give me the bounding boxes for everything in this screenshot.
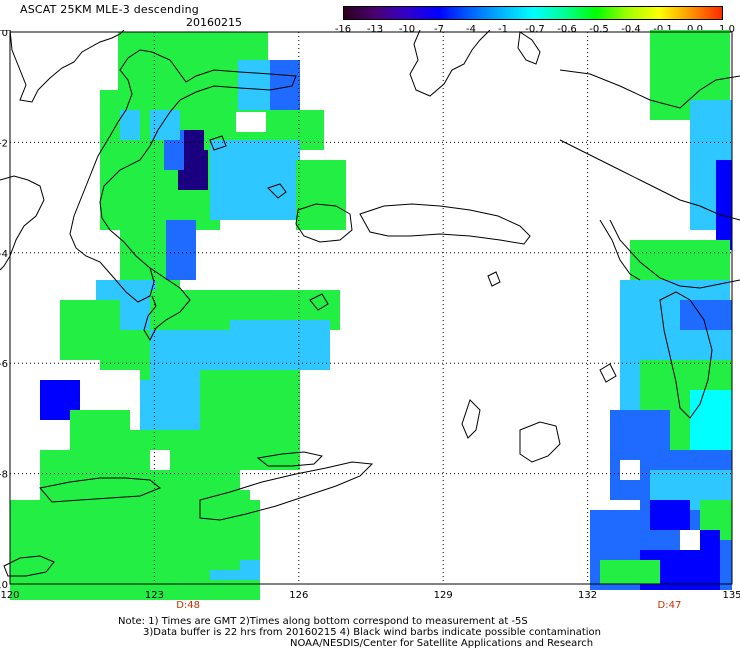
- coastline-flores: [39, 477, 161, 503]
- coastline-borneo: [0, 29, 125, 103]
- latitude-label: -2: [0, 138, 8, 149]
- pass-time-label: D:48: [176, 600, 200, 610]
- coastline-sumba: [3, 555, 55, 577]
- color-scale-label: -0.1: [653, 24, 673, 35]
- scatterometer-swaths: [10, 30, 732, 600]
- coastline-islet-3: [309, 293, 329, 311]
- coastline-kai: [461, 399, 481, 439]
- wind-swath-cell: [700, 410, 720, 430]
- latitude-label: -8: [0, 470, 8, 481]
- coastline-seram: [359, 203, 531, 245]
- map-panel: 120 123 126 129 132 135 0 -2 -4 -6 -8 -10 D:48 D:47: [0, 28, 740, 614]
- coastline-tanimbar: [519, 421, 561, 463]
- longitude-label: 135: [722, 590, 740, 601]
- coastlines: [0, 29, 740, 577]
- color-scale-label: -0.4: [621, 24, 641, 35]
- color-scale-label: -16: [334, 24, 352, 35]
- wind-swath-cell: [40, 530, 50, 540]
- swath-gap: [620, 460, 640, 480]
- coastline-timor: [199, 461, 374, 521]
- longitude-label: 129: [434, 590, 453, 601]
- wind-swath-cell: [166, 220, 196, 280]
- coastline-buru: [295, 203, 353, 243]
- wind-swath-cell: [270, 60, 300, 110]
- wind-swath-cell: [210, 140, 300, 220]
- color-scale-label: -1: [498, 24, 508, 35]
- color-scale-label: -0.5: [589, 24, 609, 35]
- coastline-aru: [659, 291, 713, 419]
- note-line-3: NOAA/NESDIS/Center for Satellite Applica…: [290, 638, 594, 649]
- swath-gap: [680, 530, 700, 550]
- longitude-label: 126: [289, 590, 308, 601]
- product-title: ASCAT 25KM MLE-3 descending: [20, 3, 199, 16]
- coastline-papua-south: [609, 219, 740, 289]
- wind-swath-cell: [600, 560, 660, 584]
- coastline-islet-2: [209, 135, 227, 151]
- coastline-sulawesi-southeast: [143, 267, 191, 342]
- coastline-wetar: [256, 451, 323, 467]
- longitude-label: 123: [145, 590, 164, 601]
- wind-swath-cell: [296, 160, 346, 230]
- color-scale-bar: [343, 6, 723, 20]
- axis-labels: 120 123 126 129 132 135 0 -2 -4 -6 -8 -10 D:48 D:47: [0, 28, 740, 611]
- longitude-label: 120: [0, 590, 19, 601]
- color-scale-labels: -16 -13 -10 -7 -4 -1 -0.7 -0.6 -0.5 -0.4 -0.1 0.0 1.…: [330, 24, 740, 38]
- pass-time-label: D:47: [658, 600, 682, 610]
- color-scale-label: -4: [466, 24, 476, 35]
- color-scale-label: -0.7: [525, 24, 545, 35]
- latitude-label: -4: [0, 249, 8, 260]
- coastline-islet-4: [599, 363, 617, 383]
- latitude-label: -10: [0, 580, 8, 591]
- color-scale-label: -7: [434, 24, 444, 35]
- coastline-sulawesi: [69, 49, 297, 303]
- product-date: 20160215: [186, 16, 242, 29]
- swath-gap: [236, 112, 266, 132]
- coastline-islet-5: [487, 271, 501, 287]
- color-scale-label: 0.0: [687, 24, 703, 35]
- color-scale-label: 1.0: [719, 24, 735, 35]
- swath-gap: [150, 450, 170, 470]
- coastline-borneo-southeast: [0, 175, 45, 271]
- note-line-1: Note: 1) Times are GMT 2)Times along bot…: [118, 616, 528, 627]
- wind-swath-cell: [650, 500, 690, 530]
- wind-swath-cell: [716, 160, 732, 250]
- coastline-islet-1: [267, 183, 287, 199]
- swath-gap: [100, 370, 140, 400]
- wind-swath-cell: [120, 110, 140, 140]
- coastline-halmahera: [409, 29, 491, 97]
- map-svg: 120 123 126 129 132 135 0 -2 -4 -6 -8 -10 D:48 D:47: [0, 28, 740, 611]
- coastline-morotai: [517, 31, 541, 65]
- coastline-new-guinea: [559, 69, 740, 281]
- wind-swath-cell: [200, 530, 240, 570]
- latitude-label: -6: [0, 359, 8, 370]
- note-line-2: 3)Data buffer is 22 hrs from 20160215 4)…: [143, 627, 601, 638]
- color-scale-label: -10: [398, 24, 416, 35]
- color-scale-label: -13: [366, 24, 384, 35]
- latitude-label: 0: [2, 30, 8, 39]
- map-frame: [9, 31, 733, 585]
- longitude-label: 132: [578, 590, 597, 601]
- color-scale-label: -0.6: [557, 24, 577, 35]
